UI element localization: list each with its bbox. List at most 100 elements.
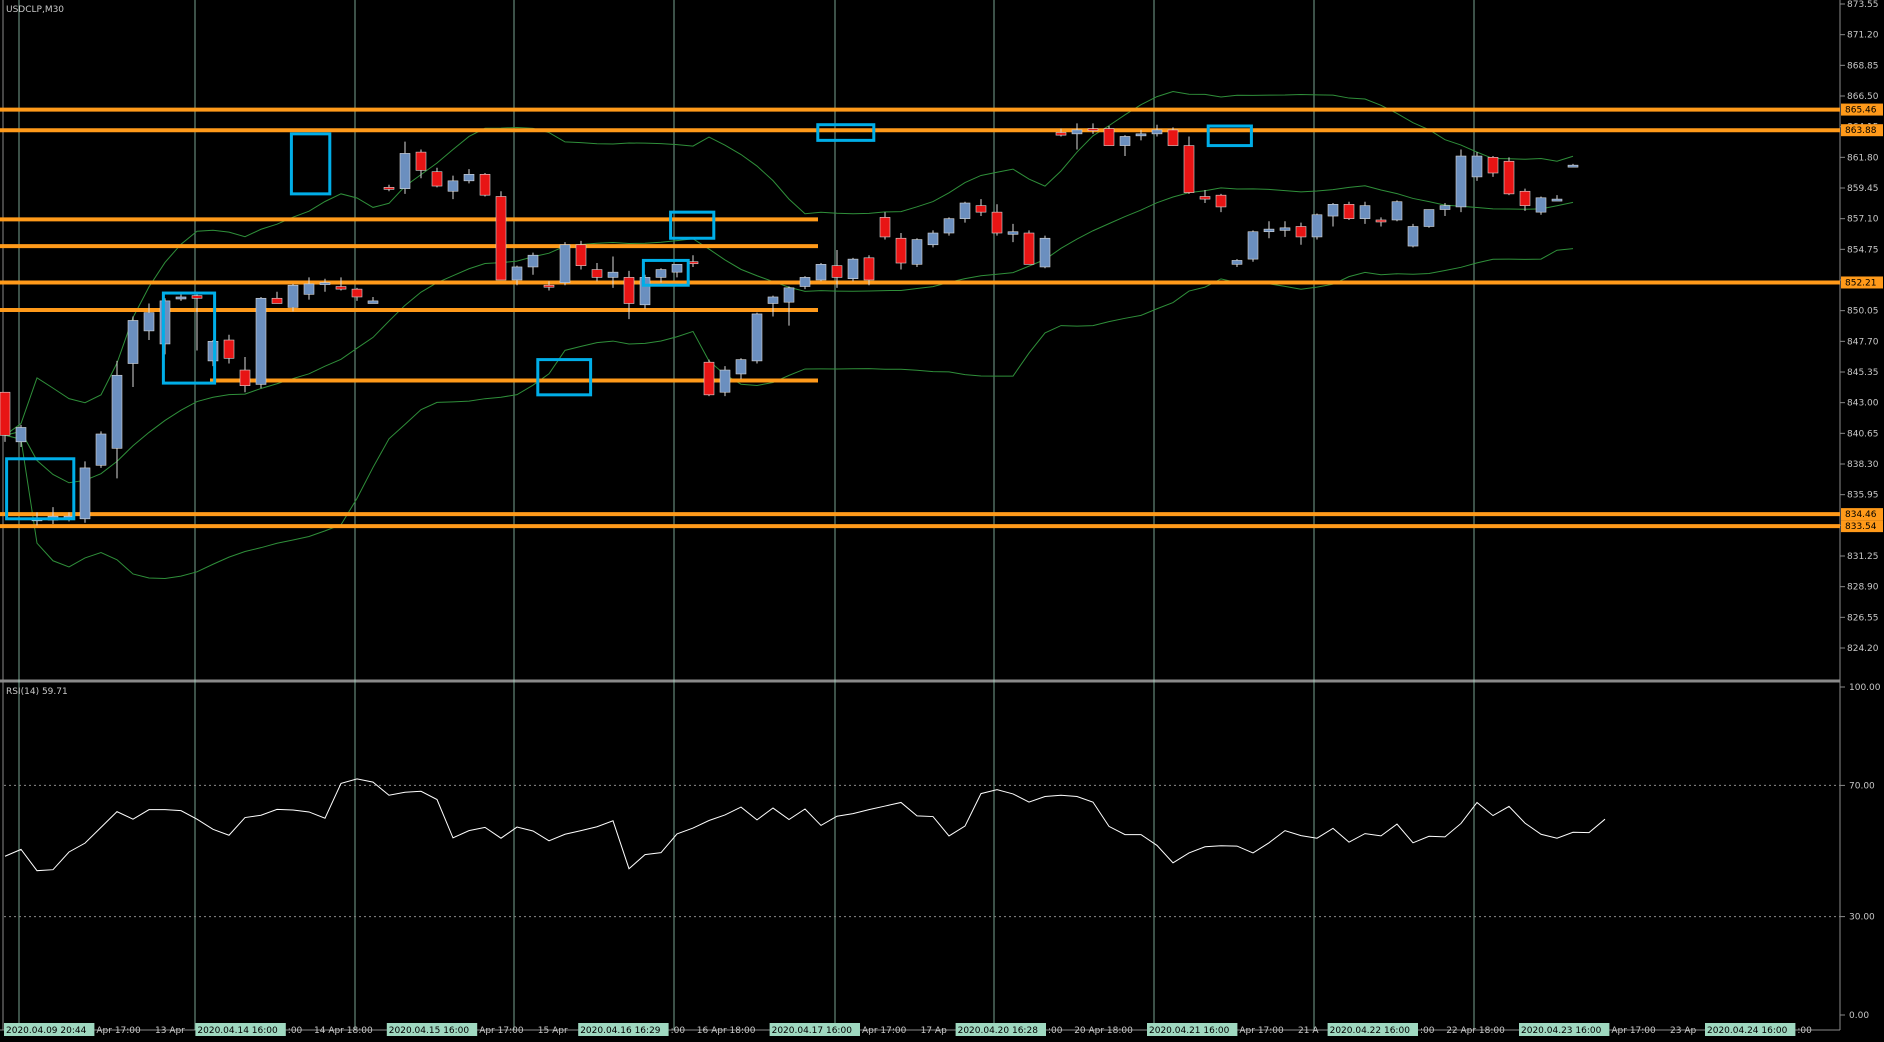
- candle-body: [767, 296, 779, 304]
- candle: [591, 263, 603, 282]
- candle-body: [463, 173, 475, 182]
- candle-body: [1423, 209, 1435, 227]
- candle-body: [1247, 231, 1259, 260]
- price-tick-label: 866.50: [1847, 92, 1879, 102]
- time-label: 2020.04.23 16:00: [1521, 1026, 1602, 1036]
- price-tick-label: 838.30: [1847, 460, 1879, 470]
- candle-body: [1391, 201, 1403, 221]
- time-label: 2020.04.24 16:00: [1707, 1026, 1788, 1036]
- time-highlight-bg: [955, 1023, 1046, 1036]
- candle-body: [559, 244, 571, 283]
- candle: [1455, 149, 1467, 213]
- candle: [143, 303, 155, 341]
- candle-body: [1183, 145, 1195, 193]
- candle: [815, 263, 827, 282]
- time-label: 2020.04.14 16:00: [197, 1026, 278, 1036]
- time-label: :00: [288, 1026, 303, 1036]
- time-label: 15 Apr: [538, 1026, 568, 1036]
- candle-body: [351, 288, 363, 298]
- candle: [159, 298, 171, 355]
- candle: [255, 296, 267, 389]
- candle: [975, 199, 987, 217]
- time-label: 2020.04.16 16:29: [580, 1026, 661, 1036]
- candle-body: [447, 180, 459, 192]
- time-label: 2020.04.15 16:00: [389, 1026, 470, 1036]
- candle: [895, 233, 907, 270]
- candle: [495, 191, 507, 281]
- level-price-tag-bg: [1841, 520, 1883, 533]
- candle-body: [943, 218, 955, 234]
- highlight-box-3: [536, 358, 593, 397]
- candle-body: [639, 277, 651, 306]
- level-price-tag: 865.46: [1845, 106, 1877, 116]
- candle-body: [703, 361, 715, 396]
- candle: [799, 276, 811, 290]
- price-axis[interactable]: 873.55871.20868.85866.50864.15861.80859.…: [1840, 0, 1883, 654]
- candle: [511, 265, 523, 286]
- candle-body: [527, 254, 539, 268]
- price-tick-label: 845.35: [1847, 368, 1879, 378]
- candle-body: [367, 300, 379, 304]
- rsi-tick-label: 100.00: [1849, 683, 1881, 693]
- time-highlight-bg: [1327, 1023, 1418, 1036]
- time-highlight-bg: [386, 1023, 478, 1036]
- rsi-panel: [4, 778, 1840, 918]
- candle: [1135, 129, 1147, 141]
- candle: [15, 424, 27, 448]
- price-tick-label: 854.75: [1847, 245, 1879, 255]
- candle: [239, 356, 251, 393]
- candle-body: [1055, 132, 1067, 136]
- candle: [0, 391, 11, 442]
- candle-body: [895, 237, 907, 264]
- candle: [1231, 259, 1243, 267]
- candle-body: [159, 300, 171, 345]
- candle: [767, 295, 779, 317]
- price-tick-label: 824.20: [1847, 644, 1879, 654]
- time-axis[interactable]: 2020.04.09 20:44 Apr 17:00 13 Apr 2020.04.1…: [4, 1023, 1812, 1036]
- candle-body: [959, 202, 971, 219]
- highlight-boxes[interactable]: [5, 123, 1253, 521]
- price-tick-label: 859.45: [1847, 184, 1879, 194]
- candle: [911, 238, 923, 267]
- candle: [943, 217, 955, 236]
- price-tick-label: 843.00: [1847, 399, 1879, 409]
- candle: [639, 274, 651, 309]
- candle: [287, 283, 299, 312]
- candle: [223, 334, 235, 364]
- candle: [783, 286, 795, 326]
- candle: [303, 277, 315, 300]
- candle-body: [431, 171, 443, 187]
- candle: [1183, 136, 1195, 194]
- time-label: 2020.04.20 16:28: [958, 1026, 1039, 1036]
- candle-body: [815, 264, 827, 281]
- candle: [671, 264, 683, 278]
- candle-body: [1039, 237, 1051, 268]
- candle-body: [319, 282, 331, 285]
- highlight-box-0: [5, 457, 76, 521]
- candle-body: [1215, 194, 1227, 208]
- candle: [1311, 213, 1323, 240]
- rsi-line: [4, 778, 1606, 872]
- time-label: 2020.04.21 16:00: [1149, 1026, 1230, 1036]
- candle: [1343, 201, 1355, 220]
- horizontal-levels[interactable]: [0, 107, 1840, 529]
- candle: [879, 212, 891, 240]
- candle-body: [1135, 133, 1147, 137]
- candle-body: [1311, 214, 1323, 238]
- candle-body: [1071, 129, 1083, 135]
- candle: [1519, 188, 1531, 211]
- candle: [1039, 235, 1051, 269]
- time-highlight-bg: [769, 1023, 860, 1036]
- candle: [111, 360, 123, 479]
- time-highlight-bg: [578, 1023, 669, 1036]
- candle-body: [719, 369, 731, 393]
- price-tick-label: 850.05: [1847, 307, 1879, 317]
- candle-body: [1471, 155, 1483, 178]
- level-price-tag-bg: [1841, 103, 1883, 116]
- highlight-box-4: [641, 258, 690, 287]
- candle: [351, 287, 363, 301]
- candle-body: [223, 339, 235, 359]
- price-tick-label: 847.70: [1847, 337, 1879, 347]
- candle-body: [1439, 205, 1451, 210]
